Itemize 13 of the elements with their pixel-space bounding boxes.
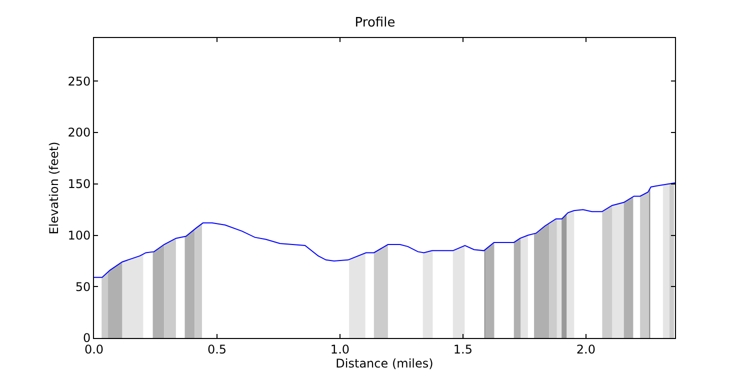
y-tick-label: 100 (68, 228, 91, 242)
y-tick-label: 200 (68, 126, 91, 140)
chart-title: Profile (354, 15, 396, 30)
line-series (94, 182, 675, 278)
y-tick-label: 150 (68, 177, 91, 192)
x-tick-label: 1.5 (453, 342, 473, 356)
y-tick-label: 250 (68, 74, 91, 88)
x-axis-title: Distance (miles) (336, 356, 434, 370)
x-tick-label: 2.0 (576, 342, 596, 356)
y-axis-title: Elevation (feet) (46, 142, 61, 234)
x-tick-label: 0.5 (207, 342, 227, 356)
y-tick-label: 50 (75, 280, 91, 294)
x-tick-label: 1.0 (330, 342, 350, 356)
